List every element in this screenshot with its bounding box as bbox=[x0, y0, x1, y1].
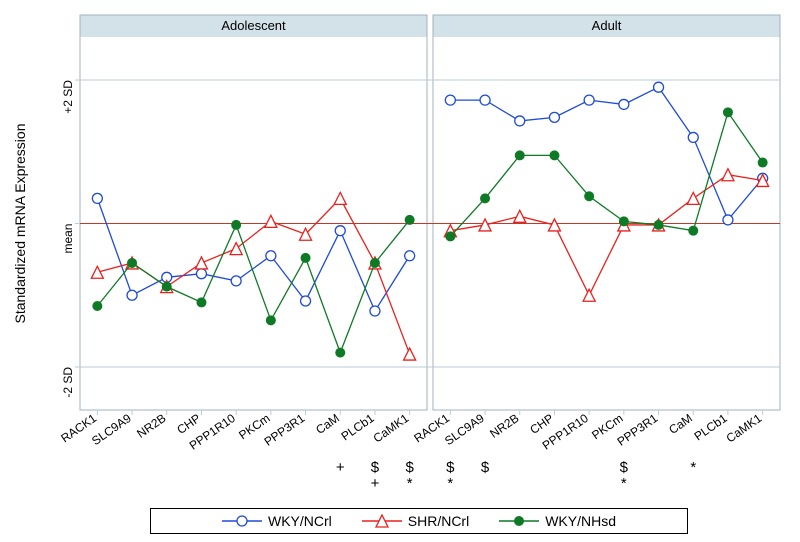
chart-svg: Adolescent Adult -2 SD mean +2 SD Standardize… bbox=[0, 0, 800, 542]
significance-marker: * bbox=[407, 475, 413, 492]
y-tick-label: -2 SD bbox=[61, 367, 75, 398]
legend-item: WKY/NHsd bbox=[499, 513, 616, 529]
significance-marker: $ bbox=[371, 459, 380, 476]
significance-marker: * bbox=[621, 475, 627, 492]
significance-marker: $ bbox=[481, 459, 490, 476]
significance-marker: * bbox=[447, 475, 453, 492]
legend-item: WKY/NCrl bbox=[222, 513, 332, 529]
series-line bbox=[450, 175, 762, 296]
legend-label: WKY/NCrl bbox=[268, 513, 332, 529]
significance-marker: + bbox=[336, 459, 345, 476]
x-tick-label: NR2B bbox=[134, 411, 168, 441]
x-tick-label: CaMK1 bbox=[724, 411, 765, 446]
y-tick-label: +2 SD bbox=[61, 80, 75, 114]
x-tick-label: PLCb1 bbox=[339, 411, 377, 444]
significance-marker: $ bbox=[446, 459, 455, 476]
series-line bbox=[97, 198, 409, 354]
legend-label: SHR/NCrl bbox=[408, 513, 469, 529]
series-line bbox=[450, 112, 762, 236]
x-tick-label: NR2B bbox=[487, 411, 521, 441]
significance-marker: + bbox=[371, 475, 380, 492]
y-axis-title: Standardized mRNA Expression bbox=[12, 124, 28, 324]
legend: WKY/NCrl SHR/NCrl WKY/NHsd bbox=[150, 508, 688, 534]
x-tick-label: PPP3R1 bbox=[262, 411, 308, 449]
x-tick-label: SLC9A9 bbox=[89, 411, 134, 448]
x-tick-label: SLC9A9 bbox=[442, 411, 487, 448]
significance-marker: $ bbox=[405, 459, 414, 476]
panel-title: Adolescent bbox=[221, 18, 286, 33]
panel-title: Adult bbox=[592, 18, 622, 33]
legend-label: WKY/NHsd bbox=[545, 513, 616, 529]
x-tick-label: PPP3R1 bbox=[615, 411, 661, 449]
x-tick-label: PLCb1 bbox=[692, 411, 730, 444]
y-tick-label: mean bbox=[61, 224, 75, 254]
x-tick-label: CaMK1 bbox=[371, 411, 412, 446]
x-tick-label: CaM bbox=[313, 411, 342, 437]
legend-item: SHR/NCrl bbox=[362, 513, 469, 529]
x-tick-label: CaM bbox=[666, 411, 695, 437]
significance-marker: * bbox=[690, 459, 696, 476]
significance-marker: $ bbox=[620, 459, 629, 476]
